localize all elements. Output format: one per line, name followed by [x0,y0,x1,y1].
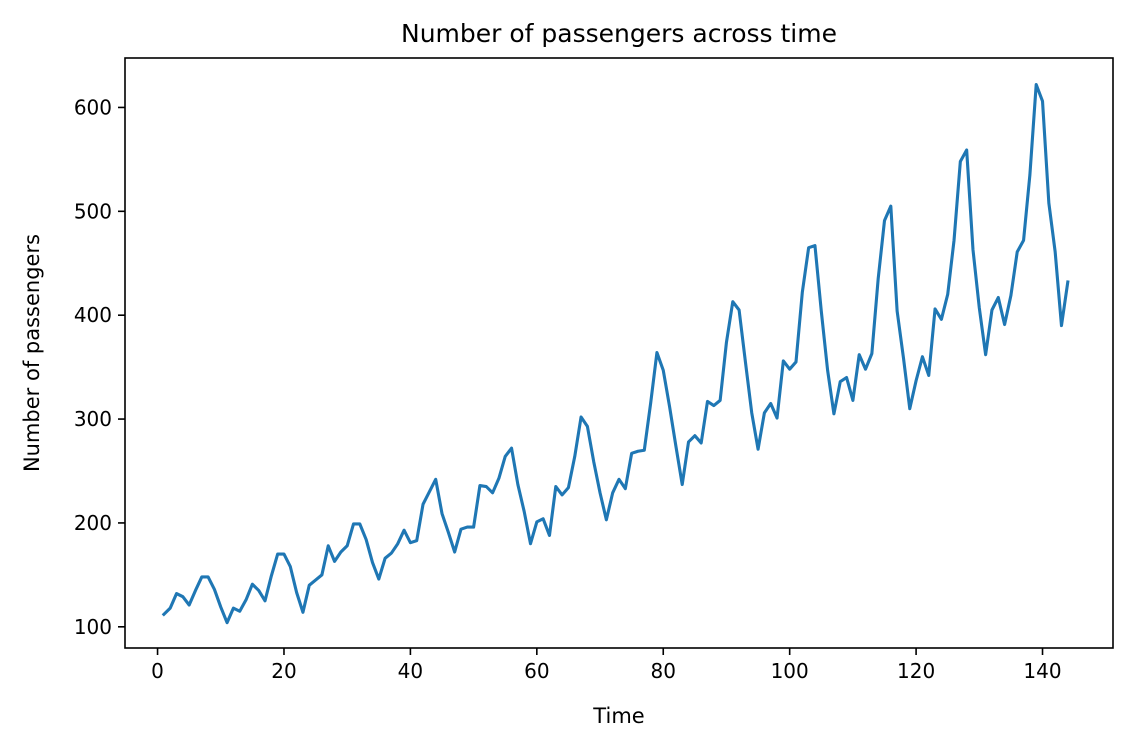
plot-area: 0 20 40 60 80 100 120 140 100 200 300 400 500 600 [74,57,1114,683]
x-tick-label: 100 [771,659,809,683]
series-line [161,83,1070,625]
x-tick-label: 0 [151,659,164,683]
y-axis-label: Number of passengers [20,234,44,472]
y-tick-label: 400 [74,303,112,327]
y-tick-label: 600 [74,95,112,119]
x-tick-label: 40 [398,659,423,683]
x-axis-label: Time [592,704,644,728]
x-tick-label: 20 [271,659,296,683]
x-tick-label: 60 [524,659,549,683]
y-tick-label: 500 [74,199,112,223]
x-tick-label: 120 [897,659,935,683]
axes-frame [124,57,1114,649]
y-tick-label: 300 [74,407,112,431]
x-tick-label: 80 [651,659,676,683]
y-tick-label: 200 [74,511,112,535]
x-tick-label: 140 [1023,659,1061,683]
y-tick-label: 100 [74,615,112,639]
chart-title: Number of passengers across time [401,19,837,48]
